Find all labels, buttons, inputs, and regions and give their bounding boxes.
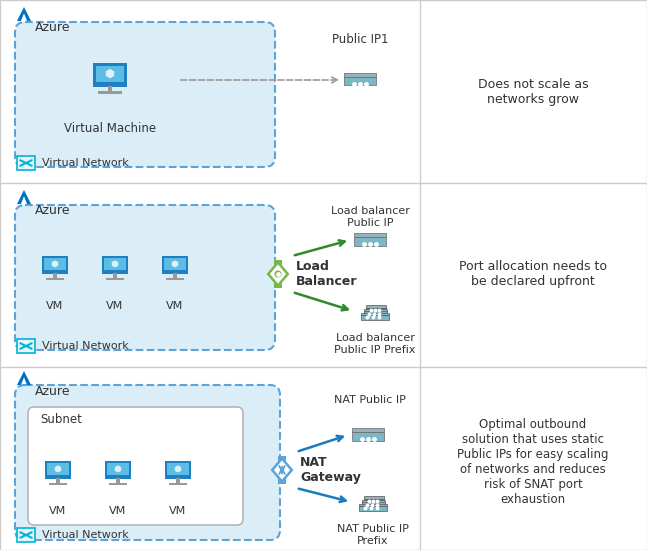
Bar (107, 463, 129, 475)
Text: Azure: Azure (35, 385, 71, 398)
Bar (354, 233, 386, 236)
Polygon shape (115, 465, 121, 472)
Text: Virtual Network: Virtual Network (42, 341, 129, 351)
Bar (278, 456, 286, 484)
Polygon shape (17, 371, 31, 385)
Bar (173, 273, 177, 278)
Text: Azure: Azure (35, 21, 71, 34)
Bar (354, 236, 386, 245)
Text: VM: VM (106, 301, 124, 311)
Circle shape (274, 270, 282, 278)
Text: VM: VM (49, 506, 67, 516)
Bar (113, 273, 117, 278)
FancyBboxPatch shape (28, 407, 243, 525)
Bar (344, 73, 376, 76)
Bar (116, 478, 120, 482)
Text: NAT
Gateway: NAT Gateway (300, 456, 361, 484)
Bar (107, 86, 113, 91)
Bar (164, 258, 186, 270)
Bar (176, 478, 180, 482)
Bar (96, 65, 124, 81)
Bar (49, 482, 67, 485)
Bar (366, 307, 386, 312)
Bar (162, 256, 188, 274)
Text: Load balancer
Public IP Prefix: Load balancer Public IP Prefix (334, 333, 416, 355)
Bar (362, 500, 386, 503)
Polygon shape (55, 465, 61, 472)
Polygon shape (112, 260, 118, 267)
Bar (169, 482, 187, 485)
Bar (344, 76, 376, 85)
Text: Load
Balancer: Load Balancer (296, 260, 358, 288)
Bar (53, 273, 57, 278)
Bar (366, 305, 386, 308)
FancyBboxPatch shape (15, 385, 280, 540)
Bar (45, 258, 65, 270)
Text: NAT Public IP: NAT Public IP (334, 395, 406, 405)
Bar (102, 256, 128, 274)
Bar (166, 278, 184, 279)
Polygon shape (269, 262, 288, 285)
FancyBboxPatch shape (15, 22, 275, 167)
Polygon shape (171, 260, 178, 267)
Bar (165, 461, 191, 479)
Bar (17, 156, 35, 170)
Polygon shape (175, 465, 181, 472)
Bar (42, 256, 68, 274)
Text: Does not scale as
networks grow: Does not scale as networks grow (477, 78, 588, 106)
Polygon shape (52, 260, 58, 267)
Text: Load balancer
Public IP: Load balancer Public IP (331, 206, 410, 228)
Bar (47, 463, 69, 475)
Bar (104, 258, 126, 270)
Bar (168, 463, 189, 475)
Bar (45, 461, 71, 479)
Polygon shape (17, 190, 31, 204)
Bar (17, 528, 35, 542)
Bar (352, 432, 384, 441)
Bar (362, 502, 386, 507)
Text: Virtual Network: Virtual Network (42, 158, 129, 168)
FancyBboxPatch shape (15, 205, 275, 350)
Text: Virtual Machine: Virtual Machine (64, 122, 156, 135)
Bar (93, 63, 127, 87)
Text: Azure: Azure (35, 204, 71, 217)
Bar (98, 91, 122, 94)
Polygon shape (272, 459, 292, 481)
Polygon shape (106, 69, 115, 78)
Text: VM: VM (109, 506, 127, 516)
Bar (105, 461, 131, 479)
Text: Public IP1: Public IP1 (332, 33, 388, 46)
Bar (364, 498, 384, 503)
Bar (109, 482, 127, 485)
Text: VM: VM (166, 301, 184, 311)
Text: Optimal outbound
solution that uses static
Public IPs for easy scaling
of networ: Optimal outbound solution that uses stat… (457, 418, 609, 506)
Text: VM: VM (47, 301, 63, 311)
Bar (359, 504, 387, 507)
Text: Port allocation needs to
be declared upfront: Port allocation needs to be declared upf… (459, 260, 607, 288)
Text: VM: VM (170, 506, 186, 516)
Bar (362, 315, 389, 320)
Text: Subnet: Subnet (40, 413, 82, 426)
Bar (274, 260, 282, 288)
Bar (17, 339, 35, 353)
Bar (364, 496, 384, 499)
Polygon shape (17, 7, 31, 21)
Bar (56, 478, 60, 482)
Bar (46, 278, 64, 279)
Bar (364, 311, 388, 316)
Bar (364, 309, 388, 312)
Bar (106, 278, 124, 279)
Text: NAT Public IP
Prefix: NAT Public IP Prefix (337, 524, 409, 546)
Bar (362, 313, 389, 315)
Bar (352, 428, 384, 432)
Bar (359, 506, 387, 511)
Text: Virtual Network: Virtual Network (42, 530, 129, 540)
